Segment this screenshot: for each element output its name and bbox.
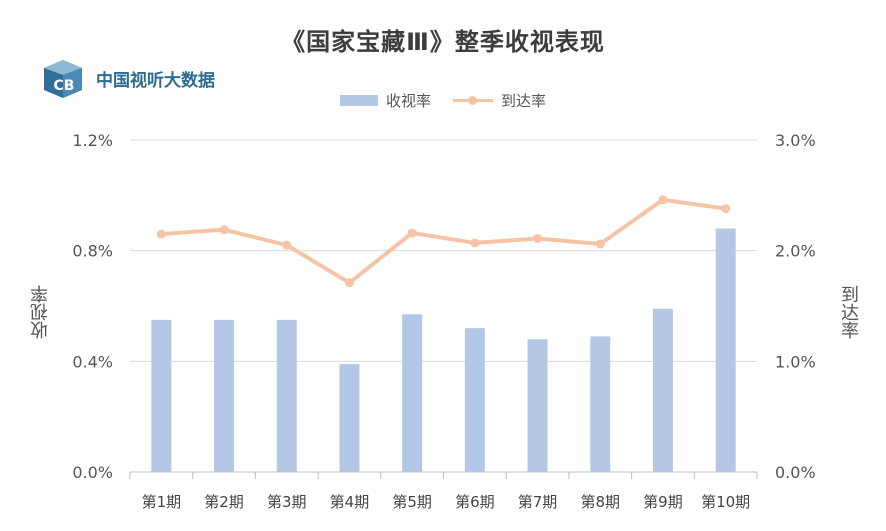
- line-point: [533, 233, 543, 243]
- y-axis-title-right: 到达率: [838, 285, 859, 339]
- bar: [339, 364, 360, 472]
- legend-item-bar: 收视率: [339, 90, 431, 111]
- y-tick-label-left: 0.4%: [72, 352, 113, 371]
- y-tick-label-left: 0.8%: [72, 242, 113, 261]
- svg-text:CB: CB: [54, 78, 75, 94]
- x-tick-label: 第6期: [455, 493, 495, 511]
- y-axis-title-left: 收视率: [30, 285, 51, 339]
- legend-swatch-bar: [339, 95, 378, 106]
- line-point: [282, 240, 292, 250]
- line-point: [219, 225, 229, 235]
- y-tick-label-right: 1.0%: [775, 352, 816, 371]
- legend-label-line: 到达率: [501, 92, 547, 110]
- x-tick-label: 第5期: [392, 493, 432, 511]
- line-point: [156, 229, 166, 239]
- bar: [715, 228, 736, 472]
- brand-logo-icon: CB: [44, 60, 82, 98]
- brand: CB 中国视听大数据: [40, 56, 215, 100]
- line-point: [595, 239, 605, 249]
- line-point: [470, 238, 480, 248]
- bar: [151, 319, 172, 472]
- x-tick-label: 第1期: [142, 493, 182, 511]
- y-tick-label-left: 1.2%: [72, 131, 113, 150]
- x-tick-label: 第8期: [580, 493, 620, 511]
- legend: 收视率 到达率: [0, 90, 886, 111]
- chart-title: 《国家宝藏Ⅲ》整季收视表现: [281, 28, 605, 56]
- x-tick-label: 第7期: [518, 493, 558, 511]
- x-tick-label: 第3期: [267, 493, 307, 511]
- line-point: [721, 204, 731, 214]
- x-tick-label: 第9期: [643, 493, 683, 511]
- y-tick-label-right: 2.0%: [775, 242, 816, 261]
- bar: [214, 319, 235, 472]
- bar: [590, 336, 611, 472]
- x-tick-label: 第10期: [701, 493, 750, 511]
- legend-item-line: 到达率: [453, 90, 546, 111]
- legend-swatch-line: [453, 95, 493, 106]
- bar: [276, 319, 297, 472]
- bar: [527, 339, 548, 472]
- line-point: [407, 228, 417, 238]
- line-point: [658, 195, 668, 205]
- x-tick-label: 第4期: [330, 493, 370, 511]
- legend-label-bar: 收视率: [385, 92, 431, 110]
- bar: [652, 308, 673, 472]
- bar: [402, 314, 423, 472]
- line-point: [344, 278, 354, 288]
- brand-name: 中国视听大数据: [96, 70, 215, 91]
- y-tick-label-left: 0.0%: [72, 463, 113, 482]
- bar: [464, 328, 485, 472]
- x-tick-label: 第2期: [204, 493, 244, 511]
- y-tick-label-right: 3.0%: [775, 131, 816, 150]
- line-series: [161, 197, 726, 285]
- y-tick-label-right: 0.0%: [775, 463, 816, 482]
